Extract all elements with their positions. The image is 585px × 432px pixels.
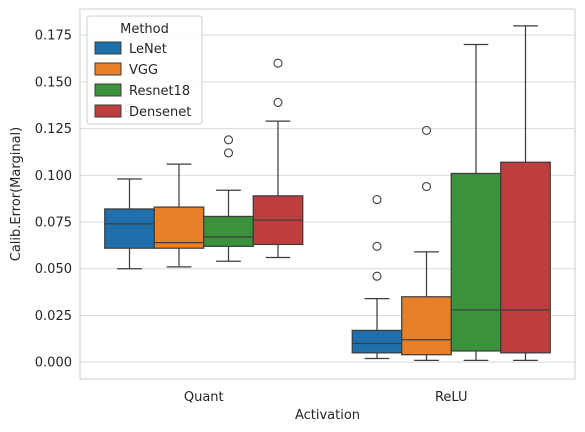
box-vgg-quant [153,163,205,268]
box-densenet-relu [500,25,551,361]
legend-label: Densenet [129,105,191,120]
box-lenet-relu [351,195,403,360]
legend-label: VGG [129,63,158,78]
x-tick-label: ReLU [435,390,468,405]
legend-label: Resnet18 [129,84,190,99]
box-densenet-quant [252,58,304,259]
iqr-box [401,296,452,356]
y-tick-label: 0.050 [35,262,72,277]
y-tick-label: 0.000 [35,356,72,371]
y-tick-label: 0.025 [35,309,72,324]
outlier-point [223,135,234,145]
iqr-box [351,329,403,354]
y-tick-label: 0.150 [35,75,72,90]
y-axis-label: Calib.Error(Marginal) [9,127,24,261]
y-tick-label: 0.075 [35,216,72,231]
outlier-point [273,58,283,68]
y-tick-label: 0.125 [35,122,72,137]
outlier-point [372,271,382,281]
legend-items: LeNet VGG Resnet18 Densenet [94,41,191,120]
box-resnet18-quant [203,135,254,262]
outlier-point [273,97,283,107]
outlier-point [223,148,234,158]
outlier-point [372,241,382,251]
iqr-box [153,206,205,249]
legend-swatch [94,83,122,97]
tick-labels: 0.000 0.025 0.050 0.075 0.100 0.125 0.150 0.175… [35,29,468,405]
x-tick-label: Quant [184,390,224,405]
legend: Method LeNet VGG Resnet18 Densenet [86,15,203,125]
outlier-point [421,125,432,136]
iqr-box [500,161,551,354]
legend-swatch [94,104,122,118]
plot-frame [79,8,576,380]
y-tick-label: 0.100 [35,169,72,184]
outlier-point [372,195,382,205]
box-lenet-quant [104,103,155,270]
legend-swatch [94,62,122,76]
iqr-box [104,208,155,249]
legend-label: LeNet [129,42,167,57]
outlier-point [421,181,432,192]
box-layer [104,25,551,361]
x-axis-label: Activation [295,408,360,423]
legend-title: Method [120,22,169,37]
y-tick-label: 0.175 [35,29,72,44]
iqr-box [203,215,254,247]
legend-swatch [94,41,122,55]
iqr-box [450,172,502,352]
